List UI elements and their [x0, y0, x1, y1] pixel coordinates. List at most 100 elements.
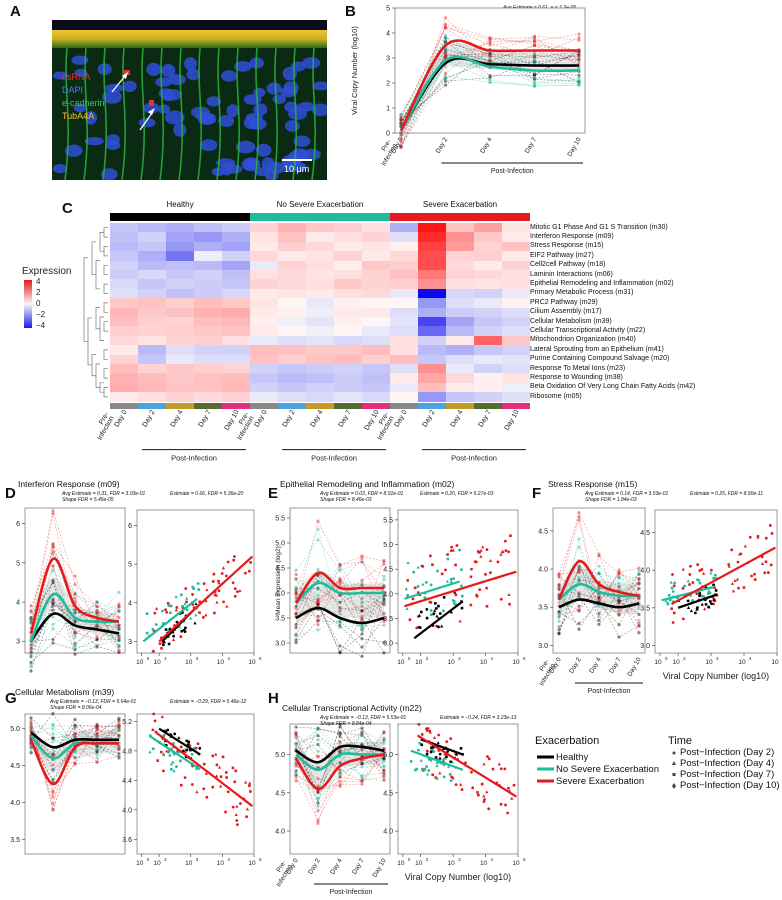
heatmap-cell [362, 288, 390, 299]
data-point [434, 756, 438, 759]
plot-frame [289, 723, 391, 855]
data-point [338, 579, 342, 583]
y-tick-label: 4.4 [122, 778, 132, 785]
data-point [532, 83, 537, 87]
data-point [557, 631, 561, 636]
regression-line [404, 580, 460, 600]
plot-frame [289, 507, 391, 654]
data-point [488, 59, 492, 63]
data-point [454, 563, 457, 567]
heatmap-cell [334, 223, 362, 233]
data-point [399, 140, 403, 144]
data-point [338, 775, 342, 779]
data-point [51, 740, 55, 744]
data-point [51, 600, 55, 604]
heatmap-cell [222, 345, 250, 355]
x-tick-exponent: 4 [227, 656, 230, 661]
data-point [532, 59, 537, 63]
data-point [532, 60, 537, 65]
heatmap-cell [418, 251, 446, 261]
data-point [29, 649, 33, 653]
nucleus [84, 137, 104, 146]
heatmap-cell [362, 345, 390, 355]
data-point [486, 755, 489, 758]
data-point [51, 808, 55, 812]
data-point [557, 628, 561, 632]
data-point [338, 569, 342, 573]
heatmap-cell [474, 298, 502, 308]
heatmap-cell [418, 392, 446, 402]
data-point [29, 643, 33, 647]
mean-line-healthy [29, 612, 120, 643]
x-tick-label: 10 [397, 659, 405, 666]
heatmap-cell [194, 382, 222, 393]
panel-h-stat-2: Shape FDR = 8.84e-04 [320, 721, 372, 727]
data-point [338, 749, 342, 753]
data-point [532, 37, 537, 42]
data-point [29, 621, 33, 625]
data-point [443, 35, 448, 40]
data-point [597, 586, 601, 591]
column-label: Day 2 [142, 409, 157, 428]
x-tick-label: 10 [248, 659, 256, 666]
data-point [455, 752, 459, 756]
data-point [193, 621, 197, 625]
heatmap-cell [474, 270, 502, 280]
heatmap-cell [502, 232, 530, 243]
dendrogram-branch [103, 387, 108, 398]
individual-trajectory [558, 560, 640, 621]
nucleus [234, 60, 252, 72]
confidence-band [401, 43, 579, 140]
heatmap-cell [278, 326, 306, 337]
data-point [117, 754, 121, 758]
individual-trajectory [558, 555, 640, 617]
data-point [171, 760, 175, 764]
data-point [702, 595, 706, 598]
nucleus [218, 114, 235, 127]
heatmap-cell [166, 279, 194, 290]
data-point [360, 625, 364, 629]
data-point [360, 779, 364, 783]
heatmap-row-label: Epithelial Remodeling and Inflammation (… [530, 279, 674, 287]
data-point [532, 44, 537, 48]
data-point [294, 587, 298, 591]
data-point [51, 544, 55, 548]
data-point [532, 71, 537, 75]
data-point [316, 784, 320, 788]
x-tick-exponent: 4 [749, 656, 752, 661]
data-point [294, 725, 298, 729]
data-point [204, 771, 208, 775]
x-tick-label: 10 [248, 860, 256, 867]
x-tick-label: Day 2 [307, 857, 322, 876]
data-point [294, 595, 298, 599]
data-point [51, 579, 55, 583]
data-point [399, 144, 403, 148]
heatmap-cell [418, 298, 446, 308]
data-point [73, 609, 77, 613]
heatmap-cell [362, 382, 390, 393]
data-point [226, 560, 230, 564]
heatmap-cell [250, 232, 278, 243]
dendrogram-branch [91, 354, 96, 377]
data-point [479, 554, 483, 558]
x-tick-label: 10 [136, 860, 144, 867]
heatmap: Healthy No Severe Exacerbation Severe Exac… [0, 200, 782, 485]
heatmap-cell [474, 317, 502, 327]
time-color-strip [446, 402, 474, 409]
data-point [532, 42, 537, 46]
heatmap-cell [446, 298, 474, 308]
data-point [294, 612, 298, 616]
data-point [382, 768, 386, 772]
column-label: Day 4 [450, 409, 465, 428]
data-point [51, 542, 55, 546]
data-point [172, 634, 176, 638]
data-point [432, 735, 437, 739]
data-point [222, 600, 225, 604]
data-point [29, 728, 33, 733]
data-point [707, 589, 711, 593]
data-point [73, 735, 77, 739]
data-point [29, 726, 33, 730]
data-point [360, 628, 364, 632]
individual-trajectory [295, 732, 385, 774]
heatmap-cell [390, 373, 418, 384]
